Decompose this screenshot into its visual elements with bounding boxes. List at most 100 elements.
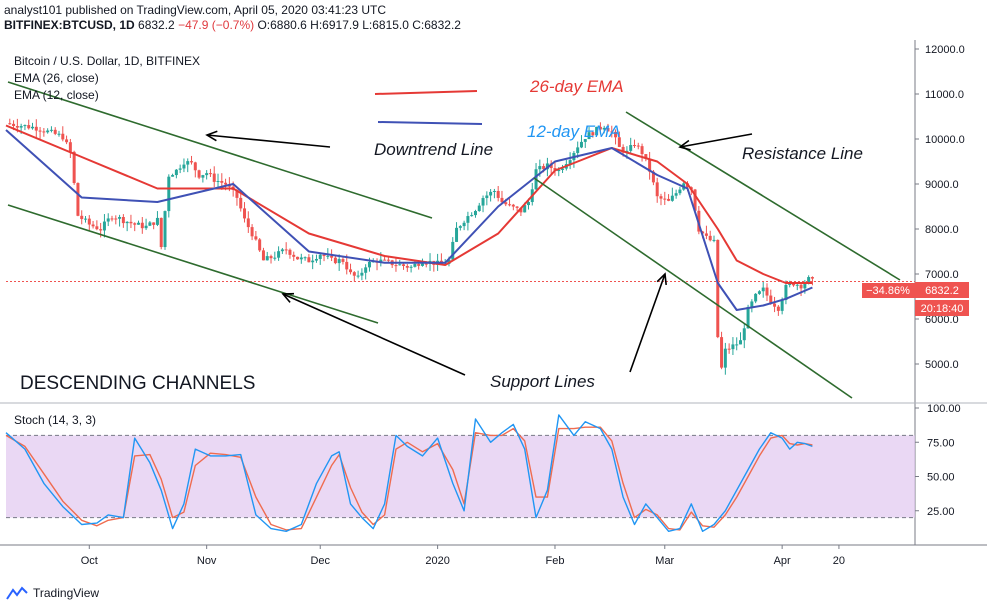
candle-body bbox=[46, 130, 50, 133]
legend-stoch: Stoch (14, 3, 3) bbox=[14, 413, 96, 427]
candle-body bbox=[561, 168, 565, 170]
candle-body bbox=[208, 173, 212, 175]
candle-body bbox=[148, 222, 152, 226]
candle-body bbox=[810, 277, 814, 279]
candle-body bbox=[515, 206, 519, 208]
candle-body bbox=[182, 164, 186, 169]
candle-body bbox=[579, 141, 583, 148]
candle-body bbox=[235, 189, 239, 198]
candle-body bbox=[288, 249, 292, 255]
candle-body bbox=[349, 269, 353, 273]
last-price: 6832.2 bbox=[138, 18, 175, 32]
candle-body bbox=[757, 291, 761, 294]
candle-body bbox=[557, 169, 561, 172]
candle-body bbox=[352, 272, 356, 276]
candle-body bbox=[356, 275, 360, 277]
candle-body bbox=[307, 257, 311, 263]
candle-body bbox=[326, 255, 330, 257]
candle-body bbox=[34, 126, 38, 131]
ohlc-values: O:6880.6 H:6917.9 L:6815.0 C:6832.2 bbox=[257, 18, 461, 32]
candle-body bbox=[761, 287, 765, 292]
candle-body bbox=[246, 218, 250, 228]
candle-body bbox=[224, 182, 228, 185]
candle-body bbox=[776, 306, 780, 311]
support-annotation: Support Lines bbox=[490, 372, 595, 391]
candle-body bbox=[738, 340, 742, 345]
candle-body bbox=[508, 204, 512, 206]
candle-body bbox=[140, 222, 144, 229]
candle-body bbox=[595, 126, 599, 136]
publisher-line: analyst101 published on TradingView.com,… bbox=[4, 3, 387, 17]
candle-body bbox=[674, 193, 678, 196]
candle-body bbox=[110, 218, 114, 220]
legend-ema12: EMA (12, close) bbox=[14, 88, 99, 102]
price-tick-label: 7000.0 bbox=[925, 269, 959, 281]
symbol-line: BITFINEX:BTCUSD, 1D 6832.2 −47.9 (−0.7%)… bbox=[4, 18, 461, 33]
candle-body bbox=[473, 210, 477, 216]
candle-body bbox=[125, 221, 129, 224]
candle-body bbox=[466, 216, 470, 223]
chart-caption: DESCENDING CHANNELS bbox=[20, 373, 255, 394]
stoch-d-line bbox=[5, 426, 813, 531]
candle-body bbox=[424, 263, 428, 265]
candle-body bbox=[171, 175, 175, 177]
candle-body bbox=[19, 126, 23, 128]
candle-body bbox=[159, 217, 163, 248]
time-tick-label: 2020 bbox=[425, 555, 449, 567]
candle-body bbox=[720, 337, 724, 368]
resistance-arrow-head bbox=[678, 139, 691, 151]
candle-body bbox=[667, 198, 671, 201]
tradingview-footer[interactable]: TradingView bbox=[6, 586, 99, 600]
candle-body bbox=[651, 171, 655, 183]
stoch-tick-label: 75.00 bbox=[927, 437, 955, 449]
candle-body bbox=[364, 267, 368, 273]
candle-body bbox=[318, 254, 322, 259]
time-tick-label: Apr bbox=[774, 555, 791, 567]
candle-body bbox=[314, 258, 318, 261]
candle-body bbox=[704, 233, 708, 236]
candle-body bbox=[269, 256, 273, 259]
candle-body bbox=[277, 251, 281, 258]
candle-body bbox=[542, 166, 546, 170]
candle-body bbox=[606, 127, 610, 132]
ema12-annotation: 12-day EMA bbox=[527, 122, 621, 141]
candle-body bbox=[258, 239, 262, 251]
candle-body bbox=[367, 261, 371, 268]
time-tick-label: Nov bbox=[197, 555, 217, 567]
candle-body bbox=[500, 197, 504, 203]
candle-body bbox=[617, 137, 621, 147]
candle-body bbox=[648, 158, 652, 172]
candle-body bbox=[144, 225, 148, 229]
candle-body bbox=[629, 145, 633, 151]
candle-body bbox=[568, 160, 572, 165]
candle-body bbox=[345, 261, 349, 270]
candle-body bbox=[65, 139, 69, 143]
downtrend-annotation: Downtrend Line bbox=[374, 140, 493, 159]
candle-body bbox=[68, 142, 72, 152]
candle-body bbox=[754, 293, 758, 302]
stoch-band bbox=[6, 435, 915, 518]
price-tick-label: 12000.0 bbox=[925, 44, 965, 56]
downtrend-arrow bbox=[206, 134, 331, 148]
candle-body bbox=[773, 303, 777, 307]
candle-body bbox=[655, 182, 659, 197]
symbol: BITFINEX:BTCUSD, 1D bbox=[4, 18, 135, 32]
downtrend-upper bbox=[7, 81, 433, 219]
candle-body bbox=[129, 221, 133, 224]
candle-body bbox=[451, 241, 455, 260]
candle-body bbox=[481, 198, 485, 206]
candle-body bbox=[523, 205, 527, 213]
candle-body bbox=[8, 123, 12, 125]
candle-body bbox=[803, 283, 807, 289]
candle-body bbox=[360, 272, 364, 276]
countdown-badge bbox=[915, 300, 969, 316]
downtrend-arrow-head bbox=[205, 130, 218, 142]
tradingview-logo-icon bbox=[6, 586, 28, 600]
candle-body bbox=[333, 257, 337, 264]
candle-body bbox=[511, 204, 515, 207]
price-tick-label: 6000.0 bbox=[925, 314, 959, 326]
support-arrow-1 bbox=[282, 293, 466, 376]
price-tick-label: 8000.0 bbox=[925, 224, 959, 236]
candle-body bbox=[492, 190, 496, 192]
candle-body bbox=[723, 348, 727, 368]
